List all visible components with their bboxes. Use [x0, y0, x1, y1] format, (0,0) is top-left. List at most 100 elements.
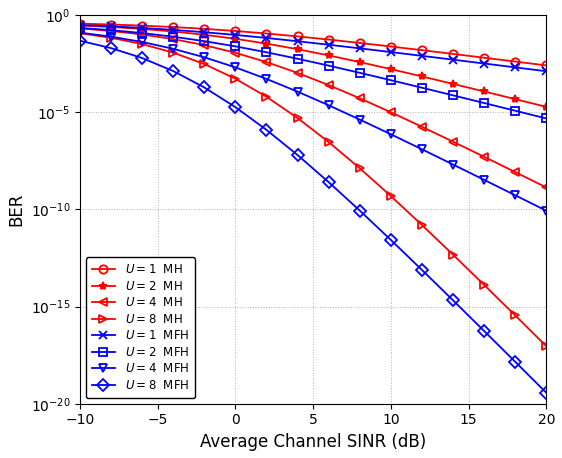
- $U = 8$  MFH: [512, 359, 519, 365]
- Line: $U = 4$  MFH: $U = 4$ MFH: [76, 28, 550, 215]
- $U = 1$  MH: [325, 37, 332, 42]
- $U = 2$  MFH: [76, 25, 83, 31]
- $U = 1$  MFH: [107, 23, 114, 29]
- $U = 4$  MH: [419, 124, 425, 130]
- $U = 2$  MH: [512, 96, 519, 102]
- $U = 1$  MH: [107, 22, 114, 27]
- $U = 2$  MFH: [170, 34, 176, 39]
- $U = 4$  MH: [481, 154, 487, 159]
- $U = 8$  MH: [170, 50, 176, 55]
- $U = 1$  MH: [201, 26, 207, 32]
- $U = 2$  MH: [107, 24, 114, 30]
- $U = 8$  MFH: [107, 45, 114, 51]
- $U = 4$  MFH: [294, 89, 301, 94]
- $U = 8$  MFH: [325, 180, 332, 185]
- $U = 4$  MH: [356, 96, 363, 101]
- $U = 8$  MH: [263, 94, 270, 99]
- $U = 2$  MH: [201, 32, 207, 38]
- $U = 8$  MFH: [543, 390, 550, 396]
- $U = 2$  MH: [419, 74, 425, 79]
- $U = 4$  MFH: [107, 34, 114, 39]
- Line: $U = 8$  MFH: $U = 8$ MFH: [76, 37, 550, 397]
- $U = 2$  MFH: [543, 116, 550, 121]
- $U = 2$  MH: [481, 89, 487, 94]
- $U = 2$  MH: [387, 66, 394, 72]
- $U = 1$  MH: [294, 33, 301, 39]
- $U = 2$  MH: [325, 53, 332, 58]
- $U = 2$  MFH: [201, 38, 207, 44]
- $U = 2$  MFH: [107, 27, 114, 33]
- $U = 8$  MH: [512, 313, 519, 318]
- $U = 2$  MFH: [325, 63, 332, 68]
- $U = 1$  MFH: [76, 22, 83, 28]
- $U = 2$  MFH: [263, 49, 270, 55]
- $U = 4$  MH: [387, 109, 394, 115]
- X-axis label: Average Channel SINR (dB): Average Channel SINR (dB): [200, 433, 426, 451]
- $U = 8$  MH: [450, 252, 456, 257]
- $U = 4$  MH: [170, 36, 176, 42]
- $U = 8$  MH: [356, 165, 363, 171]
- $U = 4$  MFH: [232, 65, 239, 70]
- $U = 4$  MFH: [325, 103, 332, 108]
- $U = 4$  MFH: [76, 30, 83, 35]
- $U = 4$  MH: [543, 185, 550, 190]
- $U = 2$  MFH: [512, 108, 519, 114]
- $U = 1$  MFH: [543, 69, 550, 74]
- $U = 4$  MH: [325, 82, 332, 88]
- $U = 2$  MFH: [481, 100, 487, 106]
- $U = 2$  MH: [76, 23, 83, 28]
- $U = 1$  MH: [481, 55, 487, 60]
- $U = 2$  MFH: [387, 77, 394, 83]
- $U = 4$  MFH: [481, 177, 487, 183]
- $U = 1$  MH: [419, 48, 425, 53]
- $U = 4$  MFH: [356, 117, 363, 122]
- Legend: $U = 1$  MH, $U = 2$  MH, $U = 4$  MH, $U = 8$  MH, $U = 1$  MFH, $U = 2$  MFH, : $U = 1$ MH, $U = 2$ MH, $U = 4$ MH, $U =…: [86, 257, 195, 398]
- $U = 4$  MH: [76, 26, 83, 31]
- $U = 1$  MFH: [387, 49, 394, 55]
- $U = 1$  MFH: [481, 61, 487, 66]
- $U = 4$  MH: [263, 59, 270, 65]
- $U = 1$  MFH: [170, 27, 176, 33]
- $U = 4$  MFH: [419, 147, 425, 152]
- $U = 8$  MFH: [201, 85, 207, 90]
- Line: $U = 8$  MH: $U = 8$ MH: [76, 29, 550, 350]
- Line: $U = 1$  MFH: $U = 1$ MFH: [76, 21, 550, 76]
- $U = 2$  MH: [263, 41, 270, 46]
- $U = 8$  MH: [481, 282, 487, 288]
- $U = 8$  MFH: [170, 68, 176, 74]
- $U = 2$  MH: [356, 60, 363, 65]
- $U = 1$  MH: [387, 44, 394, 49]
- $U = 1$  MFH: [263, 35, 270, 41]
- $U = 2$  MFH: [232, 44, 239, 49]
- $U = 2$  MFH: [450, 93, 456, 98]
- $U = 1$  MH: [232, 28, 239, 34]
- $U = 4$  MFH: [512, 192, 519, 198]
- Y-axis label: BER: BER: [7, 192, 25, 226]
- $U = 8$  MH: [419, 222, 425, 228]
- $U = 2$  MH: [450, 81, 456, 87]
- $U = 2$  MFH: [139, 30, 146, 36]
- $U = 8$  MFH: [294, 152, 301, 158]
- $U = 1$  MFH: [294, 38, 301, 44]
- $U = 1$  MFH: [450, 57, 456, 62]
- $U = 8$  MFH: [139, 55, 146, 61]
- $U = 4$  MFH: [263, 76, 270, 82]
- $U = 8$  MFH: [481, 328, 487, 334]
- $U = 8$  MH: [543, 344, 550, 349]
- $U = 1$  MFH: [232, 32, 239, 38]
- $U = 4$  MH: [201, 43, 207, 48]
- $U = 2$  MFH: [294, 56, 301, 61]
- $U = 2$  MH: [232, 36, 239, 42]
- $U = 4$  MH: [107, 28, 114, 34]
- $U = 1$  MFH: [512, 65, 519, 70]
- $U = 4$  MFH: [170, 46, 176, 52]
- $U = 2$  MFH: [356, 70, 363, 76]
- $U = 4$  MH: [232, 50, 239, 55]
- $U = 4$  MH: [139, 32, 146, 37]
- $U = 8$  MFH: [419, 267, 425, 273]
- $U = 4$  MH: [450, 139, 456, 144]
- $U = 8$  MH: [139, 41, 146, 47]
- Line: $U = 4$  MH: $U = 4$ MH: [76, 24, 550, 191]
- $U = 1$  MH: [512, 59, 519, 64]
- $U = 2$  MH: [543, 104, 550, 109]
